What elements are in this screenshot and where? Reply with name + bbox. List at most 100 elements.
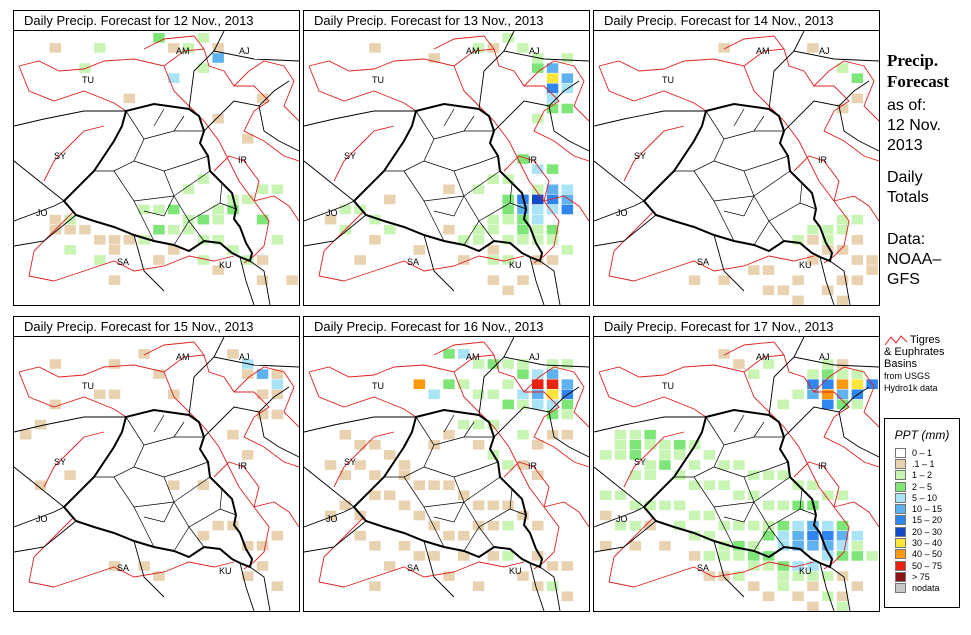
precip-map: AM AJ TU SY IR JO SA KU [594, 31, 879, 305]
precip-cell [836, 551, 849, 561]
precip-cell [733, 571, 745, 581]
ppt-legend-label: .1 – 1 [912, 458, 935, 469]
country-label: AM [466, 352, 480, 362]
country-border [594, 506, 645, 528]
precip-cell [807, 43, 819, 53]
data-line: GFS [887, 271, 920, 288]
ppt-legend-label: 10 – 15 [912, 504, 943, 515]
precip-cell [227, 520, 239, 531]
ppt-legend-item: 5 – 10 [895, 492, 959, 503]
country-border [14, 110, 126, 127]
precip-cell [517, 369, 529, 379]
country-label: SA [697, 563, 709, 573]
precip-cell [242, 134, 254, 144]
precip-cell [487, 255, 500, 265]
panel-title: Daily Precip. Forecast for 15 Nov., 2013 [14, 317, 299, 337]
province-border [423, 155, 499, 172]
precip-cell [443, 530, 455, 541]
precip-cell [256, 369, 269, 379]
precip-cell [472, 440, 485, 450]
precip-cell [286, 275, 298, 285]
precip-cell [807, 561, 819, 571]
precip-cell [822, 490, 834, 501]
precip-cell [123, 93, 136, 104]
country-border [829, 566, 851, 611]
forecast-panel-15-nov: Daily Precip. Forecast for 15 Nov., 2013… [13, 316, 300, 612]
precip-cell [517, 460, 529, 470]
precip-cell [733, 520, 745, 531]
precip-cell [629, 541, 642, 551]
precip-cell [168, 204, 180, 215]
precip-cell [517, 359, 529, 369]
precip-cell [836, 275, 849, 285]
precip-cell [271, 235, 284, 245]
country-label: SY [54, 457, 66, 467]
precip-cell [182, 184, 195, 195]
precip-cell [546, 103, 559, 114]
country-border [713, 540, 745, 598]
precip-cell [644, 470, 656, 480]
precip-cell [561, 359, 574, 369]
country-border [14, 416, 126, 433]
precip-cell [561, 194, 574, 205]
precip-cell [822, 245, 834, 255]
province-border [113, 476, 175, 508]
basin-outline [723, 35, 785, 50]
province-border [153, 108, 165, 127]
ppt-legend-swatch [895, 549, 906, 560]
country-border [423, 540, 455, 598]
precip-cell [458, 235, 470, 245]
basin-outline [28, 210, 75, 282]
province-border [723, 130, 784, 140]
province-border [443, 414, 455, 433]
precip-cell [733, 551, 745, 561]
precip-cell [614, 429, 627, 440]
precip-cell [108, 359, 121, 369]
precip-cell [502, 235, 514, 245]
precip-cell [517, 214, 529, 225]
as-of-date: as of: 12 Nov. 2013 [887, 96, 941, 156]
precip-cell [561, 245, 574, 255]
country-label: AM [176, 352, 190, 362]
precip-cell [629, 520, 642, 531]
ppt-legend-label: 2 – 5 [912, 481, 933, 492]
precip-cell [762, 470, 775, 480]
province-border [509, 202, 527, 210]
precip-cell [428, 551, 440, 561]
basin-outline [598, 48, 879, 162]
precip-cell [688, 275, 701, 285]
precip-cell [851, 551, 864, 561]
precip-cell [384, 224, 396, 235]
precip-cell [182, 43, 195, 53]
precip-cell [836, 295, 849, 305]
province-border [733, 414, 745, 433]
precip-cell [546, 399, 559, 410]
ppt-legend-swatch [895, 447, 906, 458]
precip-cell [517, 43, 529, 53]
country-label: JO [36, 514, 48, 524]
basin-legend-source: from USGS [884, 371, 931, 381]
precip-cell [546, 184, 559, 195]
precip-cell [532, 184, 544, 195]
precip-cell [428, 520, 440, 531]
province-border [753, 115, 765, 132]
basin-outline [253, 195, 299, 222]
basin-outline [43, 431, 105, 488]
province-border [219, 508, 237, 516]
precip-cell [487, 275, 500, 285]
precip-cell [517, 510, 529, 521]
ppt-legend-label: nodata [912, 583, 940, 594]
country-label: AM [466, 46, 480, 56]
precip-cell [600, 450, 612, 460]
precip-cell [822, 530, 834, 541]
precip-cell [748, 265, 760, 275]
precip-cell [532, 164, 544, 174]
province-border [713, 155, 789, 172]
as-of-line: 12 Nov. [887, 117, 941, 134]
ppt-legend-label: > 75 [912, 571, 930, 582]
precip-cell [674, 450, 686, 460]
country-border [133, 540, 165, 598]
precip-cell [458, 419, 470, 430]
precip-cell [458, 349, 470, 359]
province-border [723, 501, 755, 523]
